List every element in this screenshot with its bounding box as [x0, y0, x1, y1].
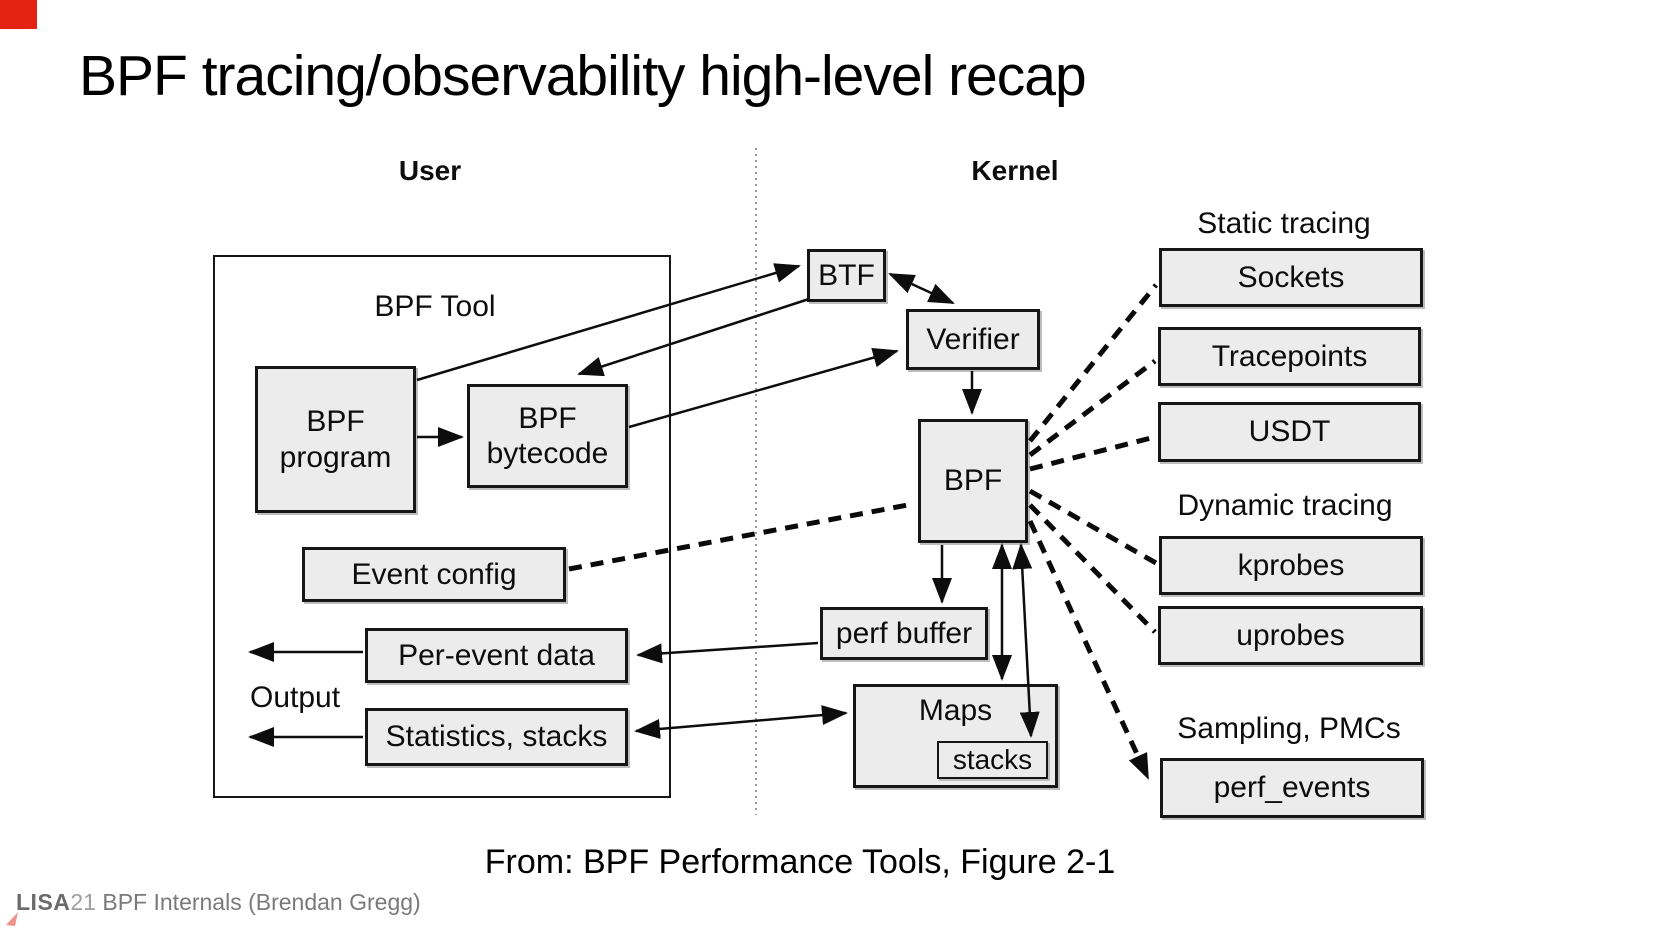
uprobes-box: uprobes	[1158, 606, 1423, 665]
statistics-stacks-box: Statistics, stacks	[365, 708, 628, 766]
dashed-bpf-to-kprobes	[1028, 488, 1158, 566]
perf-buffer-box: perf buffer	[820, 607, 988, 660]
dashed-bpf-to-uprobes	[1028, 503, 1157, 634]
page-title: BPF tracing/observability high-level rec…	[79, 44, 1087, 108]
perf-events-box: perf_events	[1160, 758, 1424, 818]
footer-brand: LISA	[16, 889, 71, 915]
per-event-data-box: Per-event data	[365, 628, 628, 683]
stacks-box: stacks	[937, 741, 1048, 779]
usdt-box: USDT	[1158, 402, 1421, 462]
static-tracing-label: Static tracing	[1197, 207, 1371, 240]
output-label: Output	[250, 681, 341, 714]
kernel-region-label: Kernel	[971, 155, 1059, 186]
footer-year: 21	[70, 889, 96, 915]
btf-box: BTF	[807, 249, 886, 302]
user-region-label: User	[398, 155, 462, 186]
dashed-bpf-to-sockets	[1028, 283, 1158, 443]
dashed-bpf-to-usdt	[1029, 434, 1156, 472]
sampling-pmcs-label: Sampling, PMCs	[1177, 712, 1401, 745]
figure-caption: From: BPF Performance Tools, Figure 2-1	[484, 843, 1116, 881]
bpf-bytecode-box: BPF bytecode	[467, 384, 628, 488]
verifier-box: Verifier	[906, 309, 1040, 370]
footer-text: BPF Internals (Brendan Gregg)	[95, 889, 421, 915]
event-config-box: Event config	[302, 547, 566, 602]
bpf-program-box: BPF program	[255, 366, 416, 513]
sockets-box: Sockets	[1159, 248, 1423, 307]
bpf-tool-label: BPF Tool	[374, 290, 496, 323]
tracepoints-box: Tracepoints	[1158, 327, 1421, 386]
kprobes-box: kprobes	[1159, 536, 1423, 595]
arrow-btf-verifier-bidirectional	[888, 272, 955, 305]
red-corner-bar	[0, 0, 37, 29]
dashed-bpf-to-tracepoints	[1028, 359, 1157, 457]
footer-credit: LISA21 BPF Internals (Brendan Gregg)	[16, 889, 421, 916]
bpf-box: BPF	[918, 419, 1028, 543]
dynamic-tracing-label: Dynamic tracing	[1177, 489, 1393, 522]
